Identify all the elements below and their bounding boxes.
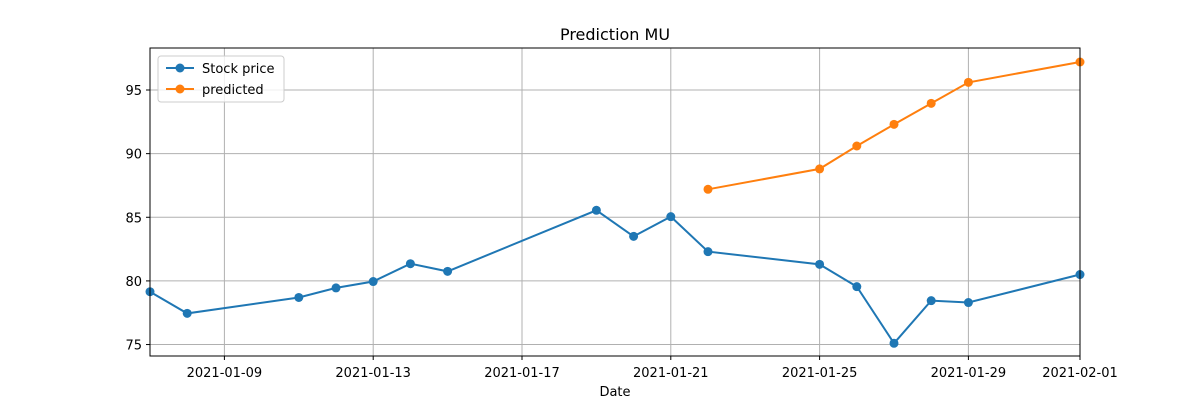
y-tick-label: 95 (125, 84, 142, 99)
grid (150, 48, 1081, 356)
data-point (703, 184, 713, 194)
legend-marker (175, 63, 185, 73)
x-tick-label: 2021-01-17 (484, 366, 560, 381)
y-axis: 75 80 85 90 95 (125, 84, 150, 354)
series-predicted (703, 57, 1085, 194)
series-stock-price (145, 205, 1085, 348)
plot-area-frame (149, 47, 1081, 357)
x-tick-label: 2021-01-29 (931, 366, 1007, 381)
x-tick-label: 2021-01-09 (187, 366, 263, 381)
y-tick-label: 90 (125, 148, 142, 163)
legend-label: predicted (202, 83, 264, 98)
data-point (405, 259, 415, 269)
legend-marker (175, 84, 185, 94)
data-point (889, 338, 899, 348)
legend: Stock price predicted (157, 55, 285, 103)
x-tick-label: 2021-01-13 (335, 366, 411, 381)
legend-item: Stock price (166, 62, 274, 77)
data-point (852, 141, 862, 151)
x-tick-label: 2021-01-25 (782, 366, 858, 381)
legend-label: Stock price (202, 62, 274, 77)
chart-title: Prediction MU (560, 25, 670, 44)
data-point (368, 277, 378, 287)
data-point (331, 283, 341, 293)
data-point (815, 164, 825, 174)
data-point (815, 259, 825, 269)
series-layer (145, 57, 1085, 348)
data-point (963, 77, 973, 87)
x-tick-label: 2021-01-21 (633, 366, 709, 381)
y-tick-label: 80 (125, 275, 142, 290)
data-point (963, 298, 973, 308)
x-tick-label: 2021-02-01 (1042, 366, 1118, 381)
data-point (926, 296, 936, 306)
x-axis: 2021-01-09 2021-01-13 2021-01-17 2021-01-21… (187, 356, 1118, 381)
data-point (926, 98, 936, 108)
data-point (182, 308, 192, 318)
data-point (889, 119, 899, 129)
data-point (591, 205, 601, 215)
data-point (703, 247, 713, 257)
data-point (629, 231, 639, 241)
data-point (443, 266, 453, 276)
data-point (666, 212, 676, 222)
x-axis-label: Date (599, 385, 630, 400)
data-point (294, 292, 304, 302)
y-tick-label: 75 (125, 339, 142, 354)
legend-item: predicted (166, 83, 264, 98)
data-point (852, 282, 862, 292)
y-tick-label: 85 (125, 211, 142, 226)
